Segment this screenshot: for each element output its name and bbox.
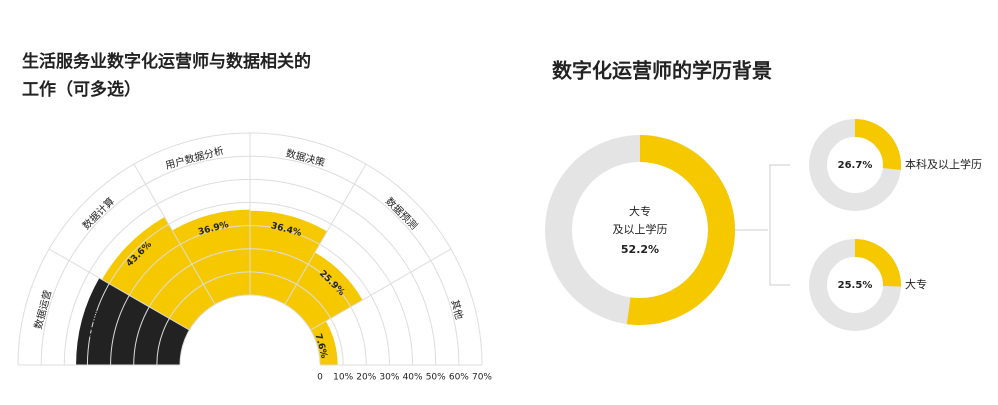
tick-label: 70% xyxy=(472,373,492,383)
category-label: 数据计算 xyxy=(80,195,117,232)
category-label: 数据运营 xyxy=(31,288,54,330)
tick-label: 20% xyxy=(356,373,376,383)
polar-bar xyxy=(76,278,190,365)
chart-title: 工作（可多选） xyxy=(22,79,141,100)
chart-title: 生活服务业数字化运营师与数据相关的 xyxy=(22,51,311,72)
polar-bar xyxy=(250,210,328,305)
tick-label: 50% xyxy=(426,373,446,383)
donut-arc xyxy=(809,119,901,211)
polar-bar xyxy=(101,216,215,330)
donut-arc xyxy=(809,239,901,331)
polar-bar xyxy=(310,321,338,365)
category-label: 本科及以上学历 xyxy=(905,157,982,171)
value-label: 52.2% xyxy=(621,243,659,256)
value-label: 26.7% xyxy=(838,160,873,171)
value-label: 25.5% xyxy=(838,280,873,291)
connector xyxy=(769,164,790,286)
center-label: 及以上学历 xyxy=(613,222,668,236)
tick-label: 30% xyxy=(379,373,399,383)
polar-bar xyxy=(285,252,363,330)
radial-line xyxy=(133,163,216,305)
tick-label: 40% xyxy=(403,373,423,383)
category-label: 其他 xyxy=(448,298,466,321)
donut-arc xyxy=(545,135,735,325)
chart-title: 数字化运营师的学历背景 xyxy=(552,59,772,83)
radial-line xyxy=(48,248,190,331)
polar-bar xyxy=(172,209,250,305)
category-label: 数据决策 xyxy=(285,146,327,169)
category-label: 用户数据分析 xyxy=(164,144,225,172)
tick-label: 60% xyxy=(449,373,469,383)
category-label: 数据预测 xyxy=(383,195,420,232)
tick-label: 0 xyxy=(317,373,323,383)
tick-label: 10% xyxy=(333,373,353,383)
radial-line xyxy=(310,248,452,331)
category-label: 大专 xyxy=(905,277,927,291)
center-label: 大专 xyxy=(629,204,651,218)
radial-line xyxy=(284,163,367,305)
